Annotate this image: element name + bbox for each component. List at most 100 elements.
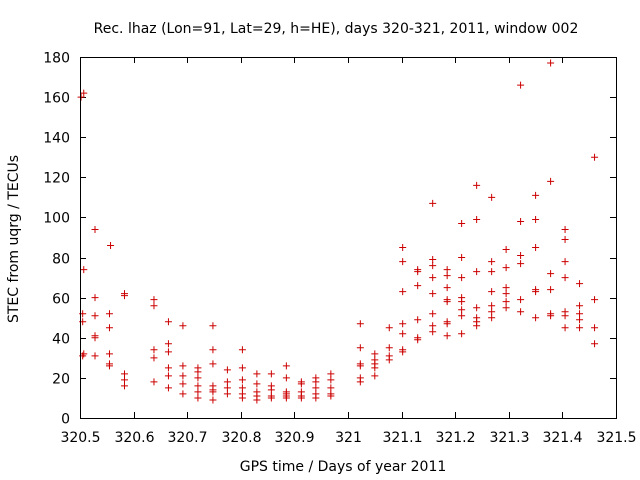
data-point bbox=[473, 215, 481, 223]
data-point bbox=[591, 340, 599, 348]
data-point bbox=[91, 312, 99, 320]
data-point bbox=[547, 177, 555, 185]
data-point bbox=[561, 324, 569, 332]
data-point bbox=[576, 302, 584, 310]
x-tick-label: 320.5 bbox=[60, 430, 100, 446]
data-point bbox=[105, 310, 113, 318]
data-point bbox=[267, 386, 275, 394]
data-point bbox=[179, 362, 187, 370]
data-point bbox=[488, 193, 496, 201]
data-point bbox=[458, 254, 466, 262]
data-point bbox=[105, 324, 113, 332]
x-tick-label: 320.8 bbox=[221, 430, 261, 446]
data-point bbox=[164, 384, 172, 392]
data-point bbox=[150, 302, 158, 310]
data-point bbox=[356, 378, 364, 386]
data-point bbox=[429, 290, 437, 298]
data-point bbox=[502, 304, 510, 312]
data-point bbox=[91, 294, 99, 302]
data-point bbox=[517, 296, 525, 304]
data-point bbox=[327, 376, 335, 384]
data-point bbox=[209, 322, 217, 330]
data-point bbox=[414, 268, 422, 276]
data-point bbox=[223, 366, 231, 374]
x-axis-label: GPS time / Days of year 2011 bbox=[240, 459, 447, 475]
data-point bbox=[120, 376, 128, 384]
data-point bbox=[312, 394, 320, 402]
data-point bbox=[443, 332, 451, 340]
data-point bbox=[429, 274, 437, 282]
data-point bbox=[253, 380, 261, 388]
data-point bbox=[312, 378, 320, 386]
data-point bbox=[209, 346, 217, 354]
data-point bbox=[399, 330, 407, 338]
x-tick-label: 320.6 bbox=[114, 430, 154, 446]
data-point bbox=[399, 244, 407, 252]
data-point bbox=[547, 59, 555, 67]
data-point bbox=[179, 372, 187, 380]
data-point bbox=[458, 312, 466, 320]
data-point bbox=[80, 89, 88, 97]
data-point bbox=[164, 348, 172, 356]
data-point bbox=[473, 304, 481, 312]
data-point bbox=[356, 320, 364, 328]
data-point bbox=[209, 388, 217, 396]
data-point bbox=[488, 258, 496, 266]
data-point bbox=[502, 290, 510, 298]
data-point bbox=[561, 225, 569, 233]
data-point bbox=[414, 282, 422, 290]
x-tick-label: 321.5 bbox=[596, 430, 636, 446]
data-point bbox=[399, 320, 407, 328]
data-point bbox=[576, 316, 584, 324]
data-point bbox=[502, 264, 510, 272]
data-point bbox=[327, 392, 335, 400]
data-point bbox=[429, 262, 437, 270]
data-point bbox=[282, 362, 290, 370]
data-point bbox=[502, 298, 510, 306]
data-point bbox=[120, 382, 128, 390]
data-point bbox=[414, 316, 422, 324]
data-points bbox=[77, 59, 599, 404]
data-point bbox=[385, 324, 393, 332]
data-point bbox=[150, 378, 158, 386]
data-point bbox=[356, 344, 364, 352]
data-point bbox=[179, 380, 187, 388]
x-tick-label: 321.2 bbox=[435, 430, 475, 446]
x-tick-label: 321.4 bbox=[542, 430, 582, 446]
data-point bbox=[473, 181, 481, 189]
data-point bbox=[443, 284, 451, 292]
data-point bbox=[576, 310, 584, 318]
data-point bbox=[80, 266, 88, 274]
data-point bbox=[458, 306, 466, 314]
data-point bbox=[399, 258, 407, 266]
data-point bbox=[561, 274, 569, 282]
data-point bbox=[488, 308, 496, 316]
data-point bbox=[517, 217, 525, 225]
data-point bbox=[591, 324, 599, 332]
y-axis-label: STEC from uqrg / TECUs bbox=[6, 155, 22, 323]
data-point bbox=[238, 376, 246, 384]
data-point bbox=[238, 346, 246, 354]
data-point bbox=[399, 348, 407, 356]
y-tick-label: 120 bbox=[43, 171, 70, 187]
data-point bbox=[532, 288, 540, 296]
data-point bbox=[414, 336, 422, 344]
data-point bbox=[91, 334, 99, 342]
data-point bbox=[356, 362, 364, 370]
data-point bbox=[371, 372, 379, 380]
data-point bbox=[591, 296, 599, 304]
data-point bbox=[429, 322, 437, 330]
data-point bbox=[194, 368, 202, 376]
data-point bbox=[194, 388, 202, 396]
data-point bbox=[532, 314, 540, 322]
data-point bbox=[547, 286, 555, 294]
y-tick-label: 40 bbox=[52, 332, 70, 348]
y-tick-label: 60 bbox=[52, 292, 70, 308]
data-point bbox=[473, 322, 481, 330]
data-point bbox=[502, 246, 510, 254]
data-point bbox=[458, 330, 466, 338]
x-tick-label: 321 bbox=[335, 430, 362, 446]
data-point bbox=[576, 324, 584, 332]
